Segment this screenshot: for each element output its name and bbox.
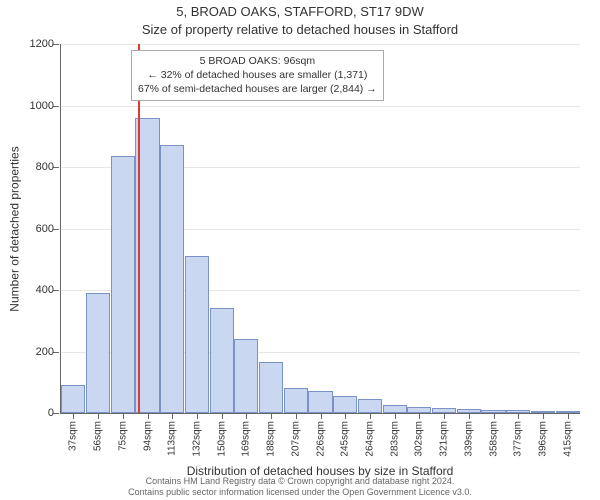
- annotation-box: 5 BROAD OAKS: 96sqm ← 32% of detached ho…: [131, 50, 384, 101]
- histogram-bar: [210, 308, 234, 413]
- x-tick: [518, 413, 519, 419]
- x-tick: [296, 413, 297, 419]
- y-tick-label: 800: [14, 161, 54, 173]
- histogram-bar: [284, 388, 308, 413]
- x-tick: [246, 413, 247, 419]
- x-tick: [419, 413, 420, 419]
- x-tick-label: 283sqm: [389, 421, 400, 457]
- x-tick: [123, 413, 124, 419]
- histogram-bar: [234, 339, 258, 413]
- x-tick: [73, 413, 74, 419]
- annotation-line3: 67% of semi-detached houses are larger (…: [138, 82, 377, 96]
- y-tick-label: 200: [14, 346, 54, 358]
- histogram-bar: [111, 156, 135, 413]
- x-tick-label: 245sqm: [340, 421, 351, 457]
- x-tick: [370, 413, 371, 419]
- x-tick: [469, 413, 470, 419]
- x-tick-label: 94sqm: [142, 421, 153, 451]
- x-tick: [568, 413, 569, 419]
- x-tick-label: 113sqm: [167, 421, 178, 456]
- x-tick: [98, 413, 99, 419]
- chart-title-line2: Size of property relative to detached ho…: [0, 22, 600, 37]
- x-tick: [197, 413, 198, 419]
- x-tick: [345, 413, 346, 419]
- y-tick-label: 400: [14, 284, 54, 296]
- x-tick: [148, 413, 149, 419]
- x-tick-label: 321sqm: [439, 421, 450, 457]
- x-tick-label: 264sqm: [364, 421, 375, 457]
- y-tick-label: 0: [14, 407, 54, 419]
- histogram-bar: [383, 405, 407, 413]
- x-tick-label: 226sqm: [315, 421, 326, 457]
- x-tick-label: 396sqm: [537, 421, 548, 457]
- histogram-bar: [61, 385, 85, 413]
- histogram-bar: [86, 293, 110, 413]
- annotation-line2: ← 32% of detached houses are smaller (1,…: [138, 68, 377, 82]
- x-tick-label: 132sqm: [191, 421, 202, 457]
- x-tick-label: 56sqm: [93, 421, 104, 451]
- x-tick-label: 188sqm: [266, 421, 277, 457]
- x-tick-label: 377sqm: [513, 421, 524, 457]
- x-tick: [395, 413, 396, 419]
- x-tick-label: 302sqm: [414, 421, 425, 457]
- chart-title-line1: 5, BROAD OAKS, STAFFORD, ST17 9DW: [0, 4, 600, 19]
- histogram-bar: [333, 396, 357, 413]
- x-tick-label: 207sqm: [290, 421, 301, 457]
- histogram-bar: [259, 362, 283, 413]
- chart-container: 5, BROAD OAKS, STAFFORD, ST17 9DW Size o…: [0, 0, 600, 500]
- histogram-bar: [308, 391, 332, 413]
- x-tick: [494, 413, 495, 419]
- x-tick-label: 150sqm: [216, 421, 227, 457]
- footer-line1: Contains HM Land Registry data © Crown c…: [0, 476, 600, 487]
- x-tick-label: 339sqm: [463, 421, 474, 457]
- x-tick-label: 75sqm: [117, 421, 128, 451]
- histogram-bar: [160, 145, 184, 413]
- x-tick: [271, 413, 272, 419]
- histogram-bar: [185, 256, 209, 413]
- x-tick: [543, 413, 544, 419]
- x-tick-label: 37sqm: [68, 421, 79, 451]
- plot-area: 5 BROAD OAKS: 96sqm ← 32% of detached ho…: [60, 44, 580, 414]
- x-tick-label: 169sqm: [241, 421, 252, 457]
- y-tick-label: 1000: [14, 100, 54, 112]
- annotation-line1: 5 BROAD OAKS: 96sqm: [138, 54, 377, 68]
- y-tick-label: 600: [14, 223, 54, 235]
- x-tick: [222, 413, 223, 419]
- x-tick: [444, 413, 445, 419]
- x-tick-label: 415sqm: [562, 421, 573, 457]
- x-tick: [321, 413, 322, 419]
- x-tick: [172, 413, 173, 419]
- footer-line2: Contains public sector information licen…: [0, 487, 600, 498]
- histogram-bar: [358, 399, 382, 413]
- y-tick-label: 1200: [14, 38, 54, 50]
- footer: Contains HM Land Registry data © Crown c…: [0, 476, 600, 499]
- x-tick-label: 358sqm: [488, 421, 499, 457]
